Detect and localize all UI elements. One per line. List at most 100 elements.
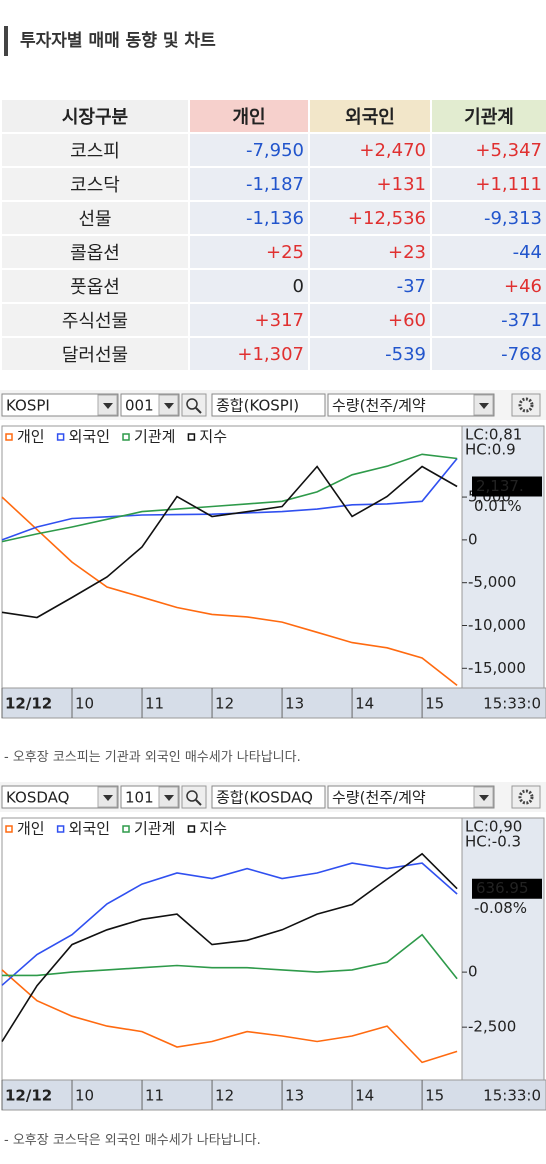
market-select-text: 종합(KOSPI) xyxy=(216,397,299,415)
value-cell: -37 xyxy=(308,268,432,304)
symbol-select[interactable] xyxy=(1,393,119,417)
value-cell: +131 xyxy=(308,166,432,202)
symbol-select-text: KOSDAQ xyxy=(6,789,69,807)
table-row: 코스닥 -1,187 +131 +1,111 xyxy=(0,166,546,202)
value-cell: +317 xyxy=(188,302,310,338)
table-row: 콜옵션 +25 +23 -44 xyxy=(0,234,546,270)
market-cell: 코스피 xyxy=(0,132,190,168)
legend-label: 지수 xyxy=(199,820,227,838)
column-header: 시장구분 xyxy=(0,98,190,134)
value-cell: +1,307 xyxy=(188,336,310,372)
search-icon xyxy=(186,398,198,410)
dropdown-arrow xyxy=(479,795,489,801)
legend-swatch xyxy=(122,433,130,441)
value-cell: -539 xyxy=(308,336,432,372)
value-cell: 0 xyxy=(188,268,310,304)
column-header: 외국인 xyxy=(308,98,432,134)
x-tick-label: 10 xyxy=(75,1087,94,1105)
table-header: 시장구분 개인 외국인 기관계 xyxy=(0,98,546,134)
legend-swatch xyxy=(5,433,13,441)
series-line xyxy=(1,969,458,1064)
time-axis xyxy=(1,1079,546,1111)
unit-select-text: 수량(천주/계약 xyxy=(332,397,426,415)
series-line xyxy=(2,933,458,980)
y-tick-label: 0 xyxy=(468,530,478,548)
unit-select-text: 수량(천주/계약 xyxy=(332,789,426,807)
table-row: 달러선물 +1,307 -539 -768 xyxy=(0,336,546,372)
search-icon xyxy=(195,799,202,806)
market-cell: 주식선물 xyxy=(0,302,190,338)
section-title: 투자자별 매매 동향 및 차트 xyxy=(4,26,216,56)
search-button[interactable] xyxy=(181,785,207,809)
symbol-select[interactable] xyxy=(1,785,119,809)
value-cell: -7,950 xyxy=(188,132,310,168)
column-header: 기관계 xyxy=(430,98,546,134)
value-cell: -371 xyxy=(430,302,546,338)
value-cell: +60 xyxy=(308,302,432,338)
caption: - 오후장 코스피는 기관과 외국인 매수세가 나타납니다. xyxy=(4,750,301,765)
plot-area xyxy=(1,817,463,1081)
legend-swatch xyxy=(56,433,65,441)
kosdaq-chart: KOSDAQ 101 종합(KOSDAQ 수량(천주/계약 0 -2,500 12/12 10… xyxy=(0,782,546,1111)
last-value: 636.95 xyxy=(476,879,529,897)
legend-label: 기관계 xyxy=(134,820,175,838)
dropdown-arrow xyxy=(164,795,174,801)
scale-panel xyxy=(461,817,545,1081)
value-cell: +2,470 xyxy=(308,132,432,168)
last-value: 2,137. xyxy=(476,477,524,495)
dropdown-arrow xyxy=(103,795,113,801)
symbol-select-text: KOSPI xyxy=(6,397,50,415)
settings-button[interactable] xyxy=(511,785,541,809)
hc-label: HC:0.9 xyxy=(465,441,516,459)
lc-label: LC:0,81 xyxy=(465,426,522,444)
legend-swatch xyxy=(187,433,196,441)
table-row: 풋옵션 0 -37 +46 xyxy=(0,268,546,304)
dropdown-arrow xyxy=(479,403,489,409)
legend-label: 외국인 xyxy=(69,820,110,838)
legend-label: 외국인 xyxy=(69,428,110,446)
x-tick-label: 13 xyxy=(285,1087,304,1105)
unit-select[interactable] xyxy=(327,393,495,417)
value-cell: +1,111 xyxy=(430,166,546,202)
unit-select[interactable] xyxy=(327,785,495,809)
time-label: 15:33:0 xyxy=(483,1087,541,1105)
search-button[interactable] xyxy=(181,393,207,417)
market-cell: 선물 xyxy=(0,200,190,236)
market-cell: 콜옵션 xyxy=(0,234,190,270)
value-cell: +23 xyxy=(308,234,432,270)
kospi-chart: KOSPI 001 종합(KOSPI) 수량(천주/계약5,0000-5,000-10… xyxy=(0,390,546,719)
x-tick-label: 12 xyxy=(215,695,234,713)
time-axis xyxy=(1,687,546,719)
series-line xyxy=(1,862,458,986)
scale-panel xyxy=(461,425,545,689)
market-select[interactable] xyxy=(211,393,326,417)
value-cell: +5,347 xyxy=(430,132,546,168)
x-tick-label: 12/12 xyxy=(5,1087,52,1105)
market-select-text: 종합(KOSDAQ xyxy=(216,789,313,807)
value-cell: -1,187 xyxy=(188,166,310,202)
settings-icon xyxy=(518,397,534,413)
series-line xyxy=(1,465,458,619)
caption: - 오후장 코스닥은 외국인 매수세가 나타납니다. xyxy=(4,1133,261,1148)
settings-icon xyxy=(518,789,534,805)
y-tick-label: 0 xyxy=(468,963,478,981)
settings-button[interactable] xyxy=(511,393,541,417)
search-icon xyxy=(186,790,198,802)
market-cell: 달러선물 xyxy=(0,336,190,372)
x-tick-label: 14 xyxy=(355,1087,374,1105)
table-row: 선물 -1,136 +12,536 -9,313 xyxy=(0,200,546,236)
legend-label: 지수 xyxy=(199,428,227,446)
x-tick-label: 10 xyxy=(75,695,94,713)
market-select[interactable] xyxy=(211,785,326,809)
column-header: 개인 xyxy=(188,98,310,134)
last-value-box xyxy=(472,878,542,899)
legend-label: 개인 xyxy=(17,820,45,838)
table-row: 코스피 -7,950 +2,470 +5,347 xyxy=(0,132,546,168)
value-cell: +25 xyxy=(188,234,310,270)
code-select-text: 001 xyxy=(125,397,154,415)
last-value-box xyxy=(472,476,542,497)
value-cell: -768 xyxy=(430,336,546,372)
table-row: 주식선물 +317 +60 -371 xyxy=(0,302,546,338)
y-tick-label: -5,000 xyxy=(468,573,516,591)
